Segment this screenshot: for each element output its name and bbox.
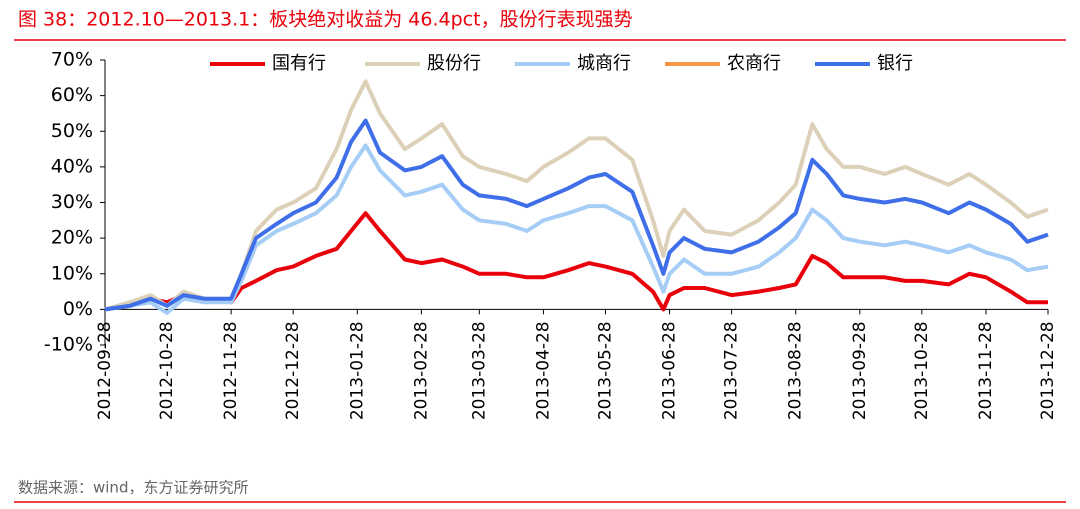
y-tick-label: 10% (51, 262, 93, 284)
y-tick-label: 0% (63, 298, 93, 320)
x-tick-label: 2013-03-28 (469, 321, 489, 420)
legend-label: 银行 (877, 53, 913, 74)
x-tick-label: 2013-02-28 (411, 321, 431, 420)
y-tick-label: 20% (51, 227, 93, 249)
series-line (104, 118, 1049, 312)
x-tick-label: 2013-12-28 (1038, 321, 1058, 420)
x-tick-label: 2013-08-28 (786, 321, 806, 420)
legend-label: 城商行 (577, 53, 631, 74)
y-tick-label: 40% (51, 155, 93, 177)
x-tick-label: 2013-06-28 (660, 321, 680, 420)
x-tick-label: 2013-09-28 (850, 321, 870, 420)
x-tick-label: 2012-11-28 (221, 321, 241, 420)
source-note: 数据来源：wind，东方证券研究所 (18, 479, 248, 497)
x-tick-label: 2013-05-28 (595, 321, 615, 420)
y-tick-label: 60% (51, 84, 93, 106)
series-line (104, 79, 1049, 312)
x-tick-label: 2013-11-28 (976, 321, 996, 420)
x-tick-label: 2013-01-28 (347, 321, 367, 420)
y-tick-label: 30% (51, 191, 93, 213)
y-tick-label: 50% (51, 120, 93, 142)
y-tick-label: 70% (51, 49, 93, 71)
series-line (104, 143, 1049, 315)
series-line (104, 211, 1048, 312)
x-tick-label: 2012-12-28 (283, 321, 303, 420)
legend-label: 股份行 (427, 53, 481, 74)
legend-label: 国有行 (272, 53, 326, 74)
x-tick-label: 2013-10-28 (912, 321, 932, 420)
legend-label: 农商行 (727, 53, 781, 74)
x-tick-label: 2013-04-28 (533, 321, 553, 420)
x-tick-label: 2012-09-28 (95, 321, 115, 420)
y-tick-label: -10% (44, 334, 93, 356)
x-tick-label: 2013-07-28 (722, 321, 742, 420)
chart-title: 图 38：2012.10—2013.1：板块绝对收益为 46.4pct，股份行表… (18, 9, 633, 31)
x-tick-label: 2012-10-28 (157, 321, 177, 420)
